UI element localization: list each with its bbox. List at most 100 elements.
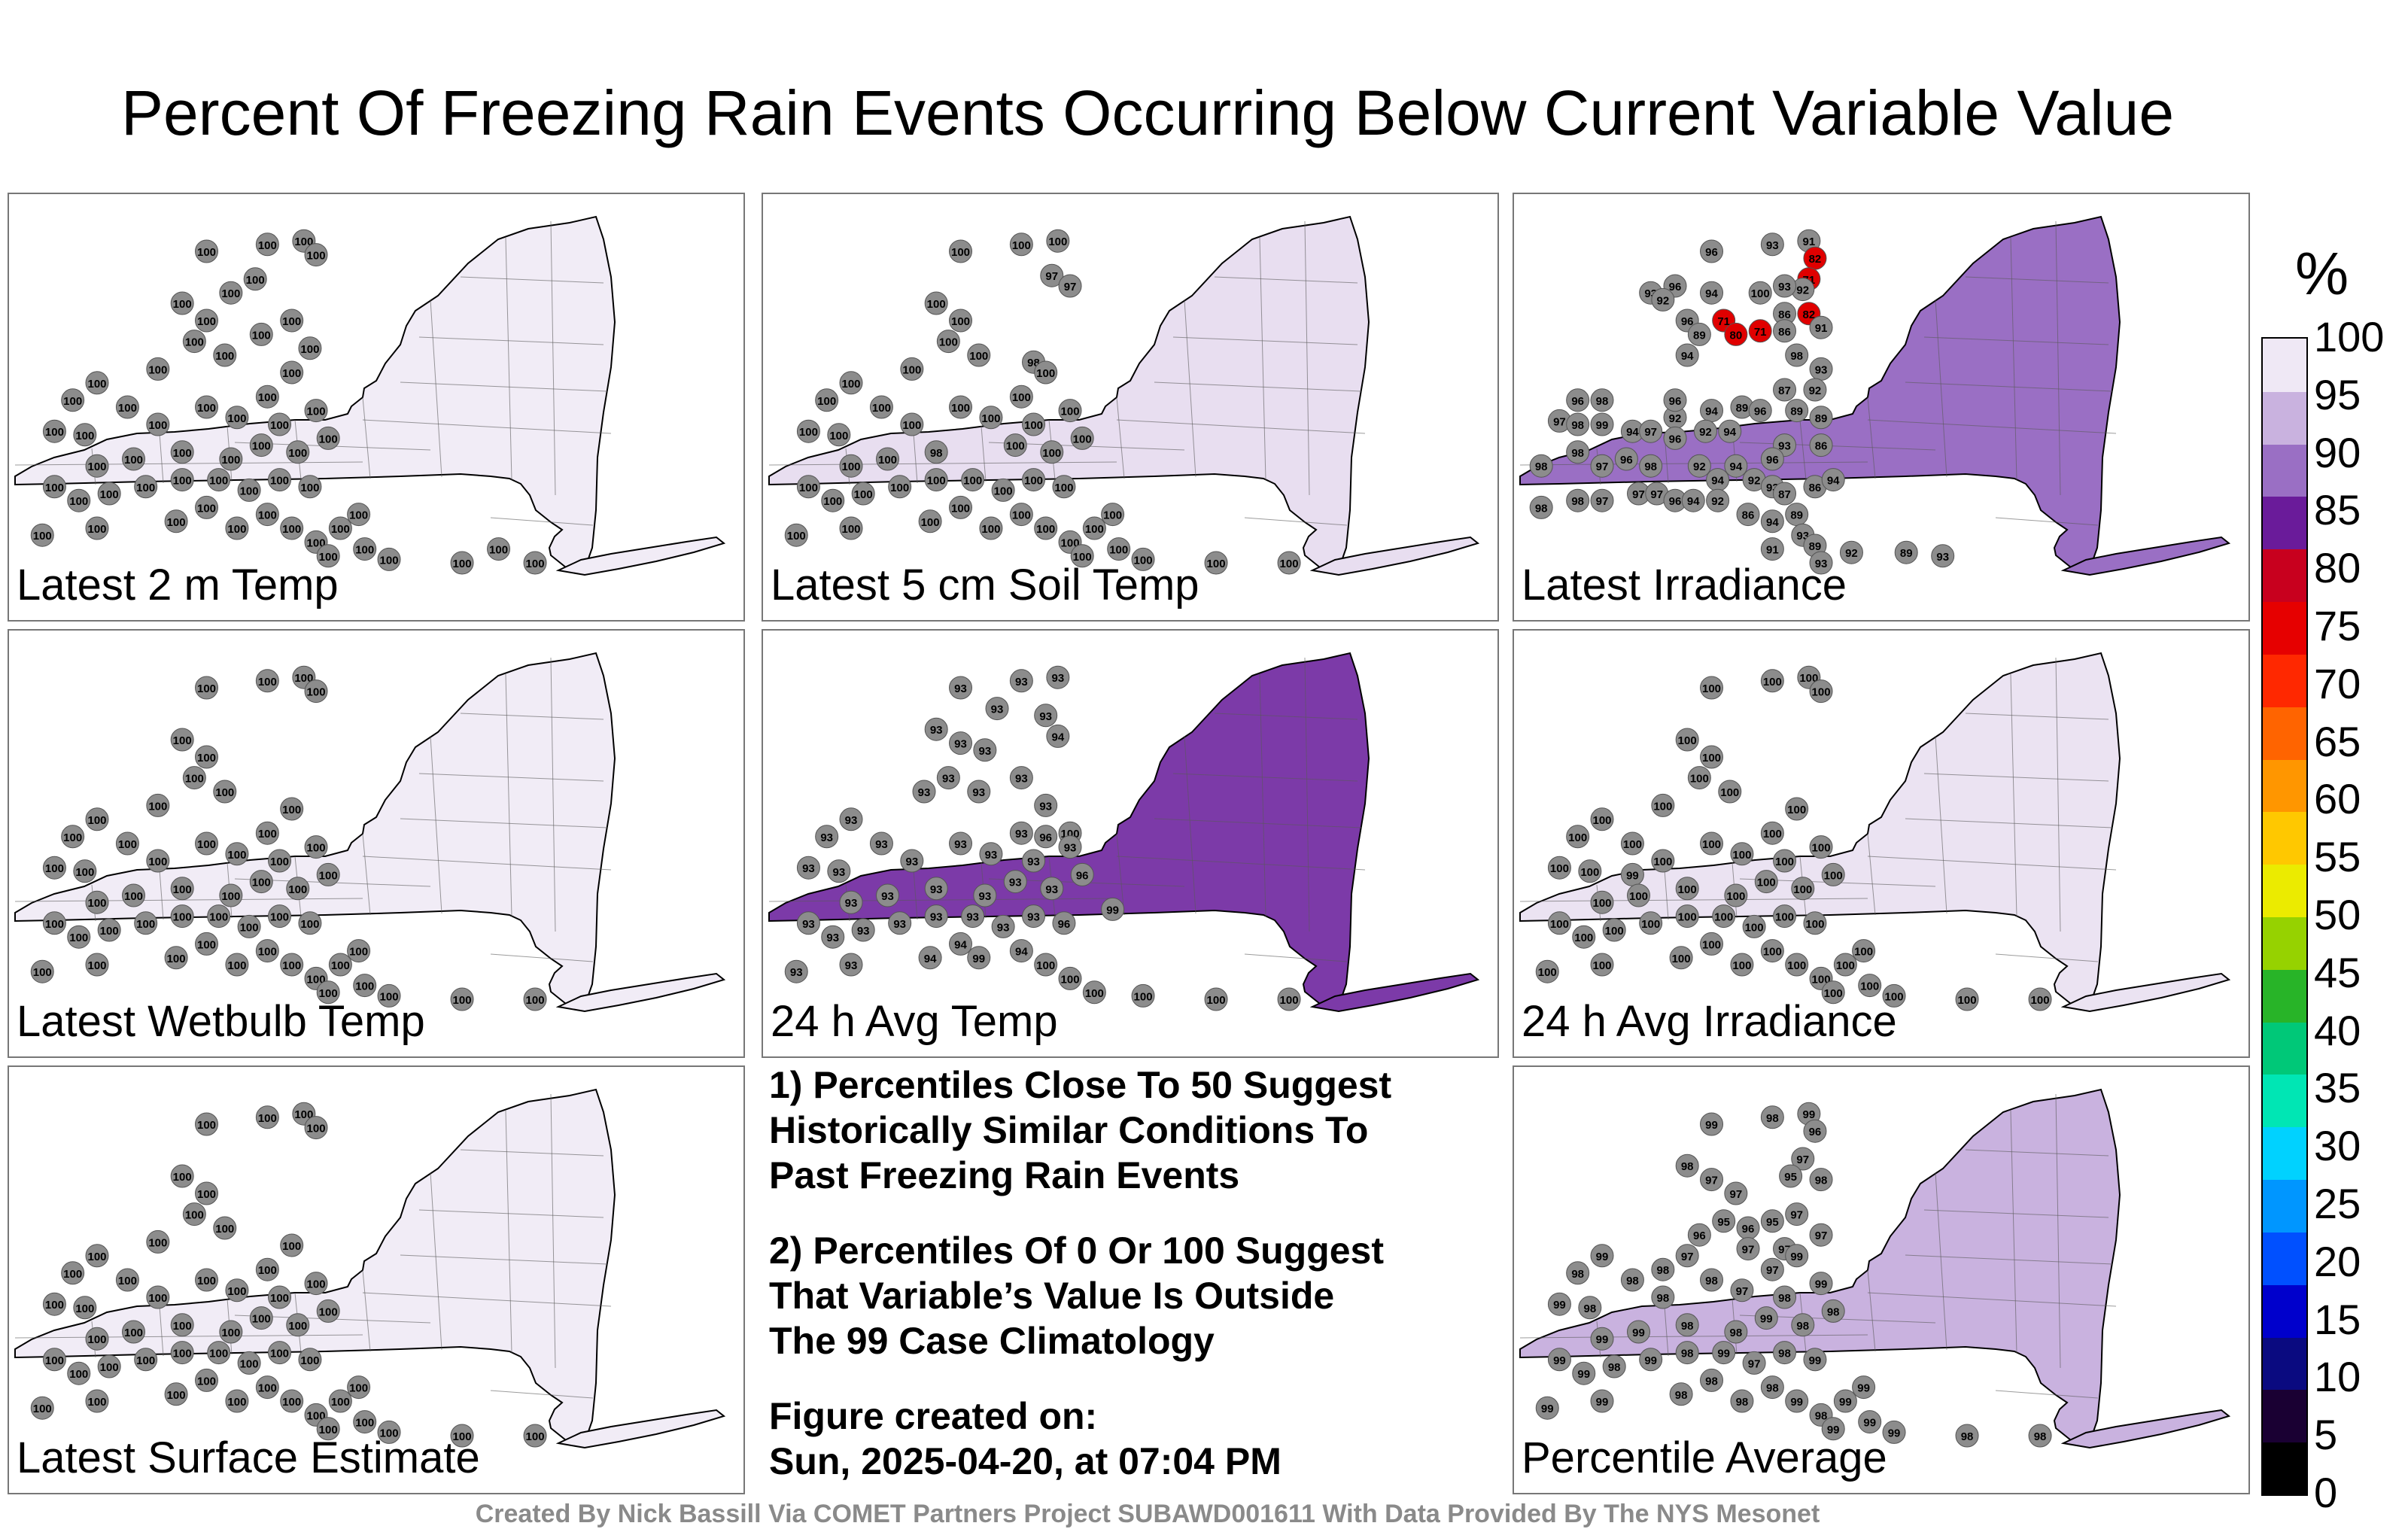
station-marker: 100	[97, 918, 121, 942]
station-value: 98	[1730, 1327, 1743, 1339]
colorbar-tick-label: 70	[2314, 659, 2361, 707]
station-value: 93	[1039, 800, 1052, 813]
station-marker: 98	[1675, 1313, 1699, 1337]
station-marker: 100	[1955, 987, 1979, 1011]
station-marker: 100	[213, 343, 237, 367]
station-value: 100	[215, 786, 234, 799]
station-value: 100	[1042, 447, 1061, 460]
station-marker: 98	[1675, 1341, 1699, 1365]
station-marker: 100	[298, 475, 322, 499]
station-value: 92	[1711, 495, 1724, 508]
station-value: 100	[173, 1348, 192, 1360]
station-value: 93	[1015, 828, 1028, 840]
station-value: 94	[1766, 516, 1779, 529]
station-value: 98	[1790, 350, 1803, 363]
station-value: 100	[1036, 523, 1055, 536]
county-line	[362, 397, 371, 479]
station-value: 99	[1809, 1354, 1822, 1367]
station-marker: 100	[869, 395, 893, 419]
station-marker: 93	[936, 766, 960, 790]
station-marker: 100	[219, 1320, 243, 1344]
colorbar-segment	[2263, 1021, 2306, 1075]
station-marker: 100	[1651, 849, 1675, 873]
station-marker: 100	[316, 544, 340, 568]
county-line	[1244, 953, 1348, 962]
station-marker: 89	[1803, 533, 1827, 558]
county-line	[430, 299, 442, 478]
station-value: 93	[820, 831, 833, 844]
station-marker: 94	[949, 932, 973, 956]
station-value: 98	[1736, 1396, 1749, 1409]
panel-latest-irradiance: 9693918271928682718071869198939694931009…	[1513, 193, 2250, 622]
station-value: 100	[294, 1108, 313, 1121]
county-line	[430, 735, 442, 914]
station-marker: 100	[1882, 983, 1906, 1008]
station-value: 100	[489, 544, 508, 557]
station-marker: 100	[377, 983, 401, 1008]
station-value: 100	[307, 536, 326, 549]
station-value: 100	[1678, 883, 1697, 896]
station-value: 98	[1657, 1292, 1670, 1305]
station-marker: 93	[821, 925, 845, 949]
station-value: 100	[872, 402, 891, 415]
station-marker: 93	[796, 856, 820, 880]
station-value: 100	[282, 315, 301, 328]
station-value: 100	[258, 1112, 277, 1125]
station-marker: 99	[1627, 1320, 1651, 1344]
station-marker: 100	[225, 1389, 249, 1413]
station-marker: 100	[255, 669, 279, 693]
station-marker: 100	[115, 831, 139, 856]
station-value: 100	[173, 298, 192, 311]
station-marker: 93	[949, 676, 973, 700]
station-marker: 89	[1687, 322, 1711, 346]
station-marker: 98	[1773, 1285, 1797, 1309]
station-marker: 93	[1034, 704, 1058, 728]
station-value: 100	[1787, 804, 1806, 816]
station-marker: 100	[170, 291, 194, 315]
station-marker: 100	[1700, 676, 1724, 700]
station-marker: 100	[450, 1424, 474, 1448]
station-marker: 100	[450, 987, 474, 1011]
station-value: 94	[1705, 287, 1718, 300]
station-marker: 100	[1730, 842, 1754, 866]
county-line	[14, 461, 363, 466]
station-marker: 100	[304, 243, 328, 267]
station-marker: 100	[1590, 807, 1614, 831]
station-value: 100	[282, 1396, 301, 1409]
colorbar-tick-label: 65	[2314, 717, 2361, 765]
station-marker: 100	[1040, 440, 1064, 464]
station-value: 100	[799, 482, 818, 494]
station-marker: 92	[1839, 540, 1863, 564]
county-line	[550, 1093, 556, 1369]
colorbar-tick-label: 0	[2314, 1469, 2338, 1516]
colorbar-segment	[2263, 1284, 2306, 1338]
station-marker: 100	[1204, 987, 1228, 1011]
station-marker: 97	[1785, 1202, 1809, 1226]
county-line	[400, 1254, 608, 1265]
station-value: 100	[227, 849, 246, 862]
station-marker: 100	[195, 495, 219, 519]
station-value: 98	[1535, 460, 1548, 473]
station-value: 100	[1702, 682, 1721, 695]
station-value: 96	[1742, 1223, 1755, 1236]
station-value: 100	[1678, 911, 1697, 924]
station-value: 100	[1280, 994, 1299, 1007]
long-island-outline	[2060, 1409, 2231, 1449]
station-marker: 100	[1773, 849, 1797, 873]
station-marker: 96	[1760, 447, 1784, 471]
station-marker: 100	[225, 406, 249, 430]
station-value: 100	[1672, 953, 1691, 965]
station-marker: 98	[1809, 1168, 1833, 1192]
station-marker: 100	[949, 239, 973, 263]
station-marker: 100	[61, 825, 85, 849]
station-value: 93	[802, 918, 815, 931]
station-marker: 99	[1858, 1410, 1882, 1434]
station-marker: 91	[1797, 229, 1821, 253]
station-value: 100	[1653, 800, 1672, 813]
station-marker: 100	[1651, 793, 1675, 817]
station-marker: 100	[1858, 974, 1882, 998]
figure-title: Percent Of Freezing Rain Events Occurrin…	[120, 78, 2175, 148]
station-marker: 98	[1651, 1257, 1675, 1281]
station-marker: 100	[280, 797, 304, 821]
station-value: 100	[1763, 828, 1782, 840]
